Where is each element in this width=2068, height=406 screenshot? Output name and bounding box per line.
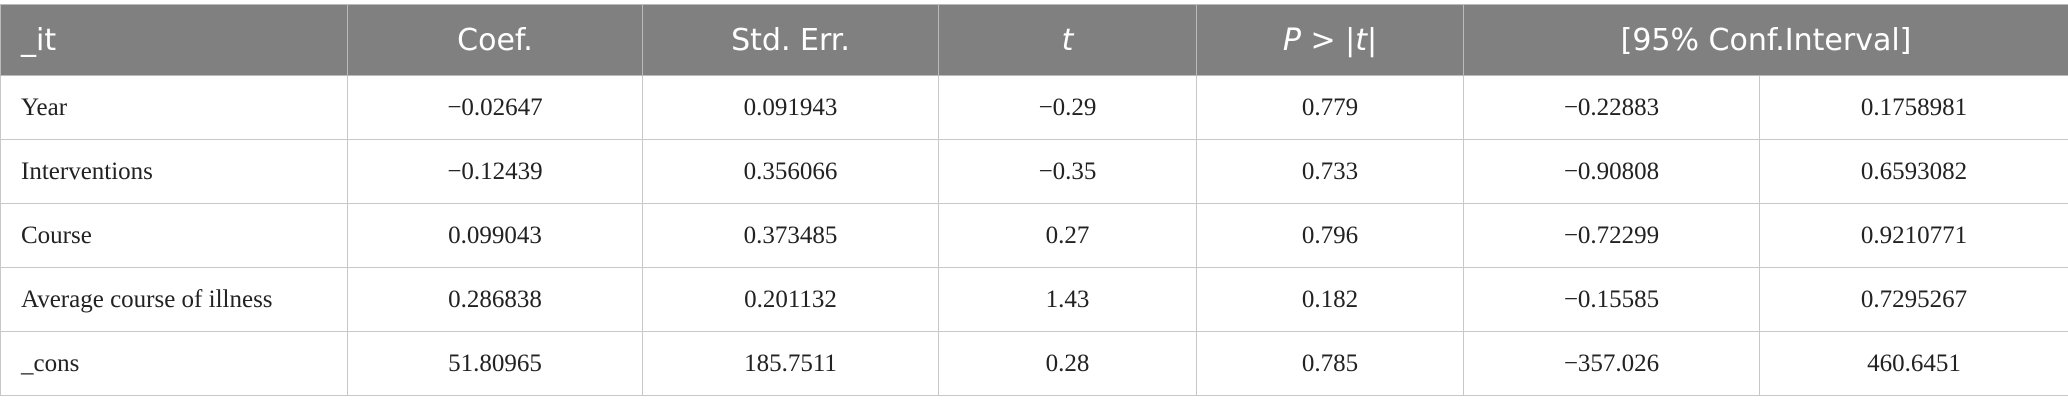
table-cell: −0.90808 [1464, 140, 1760, 204]
table-cell: 0.9210771 [1760, 204, 2068, 268]
table-cell: −0.35 [939, 140, 1197, 204]
header-cell: [95% Conf.Interval] [1464, 5, 2068, 76]
header-cell: t [939, 5, 1197, 76]
table-cell: 0.1758981 [1760, 76, 2068, 140]
header-cell: Std. Err. [643, 5, 939, 76]
table-cell: −0.72299 [1464, 204, 1760, 268]
table-cell: −0.15585 [1464, 268, 1760, 332]
table-cell: 0.785 [1197, 332, 1464, 396]
table-cell: 0.373485 [643, 204, 939, 268]
table-cell: 0.286838 [348, 268, 643, 332]
table-cell: −0.22883 [1464, 76, 1760, 140]
header-cell: _it [1, 5, 348, 76]
table-cell: 1.43 [939, 268, 1197, 332]
table-cell: Interventions [1, 140, 348, 204]
table-cell: 0.796 [1197, 204, 1464, 268]
table-cell: −0.12439 [348, 140, 643, 204]
table-cell: 0.182 [1197, 268, 1464, 332]
table-cell: 0.7295267 [1760, 268, 2068, 332]
table-cell: 51.80965 [348, 332, 643, 396]
table-cell: Course [1, 204, 348, 268]
table-cell: 0.779 [1197, 76, 1464, 140]
table-cell: −0.02647 [348, 76, 643, 140]
table-cell: 185.7511 [643, 332, 939, 396]
table-cell: 0.099043 [348, 204, 643, 268]
table-cell: 0.6593082 [1760, 140, 2068, 204]
header-cell: Coef. [348, 5, 643, 76]
table-cell: _cons [1, 332, 348, 396]
table-cell: 460.6451 [1760, 332, 2068, 396]
table-cell: 0.091943 [643, 76, 939, 140]
table-cell: −357.026 [1464, 332, 1760, 396]
table-cell: Year [1, 76, 348, 140]
table-cell: 0.733 [1197, 140, 1464, 204]
table-cell: 0.28 [939, 332, 1197, 396]
header-cell: P > |t| [1197, 5, 1464, 76]
table-cell: 0.356066 [643, 140, 939, 204]
table-cell: 0.201132 [643, 268, 939, 332]
table-cell: −0.29 [939, 76, 1197, 140]
table-cell: Average course of illness [1, 268, 348, 332]
table-cell: 0.27 [939, 204, 1197, 268]
